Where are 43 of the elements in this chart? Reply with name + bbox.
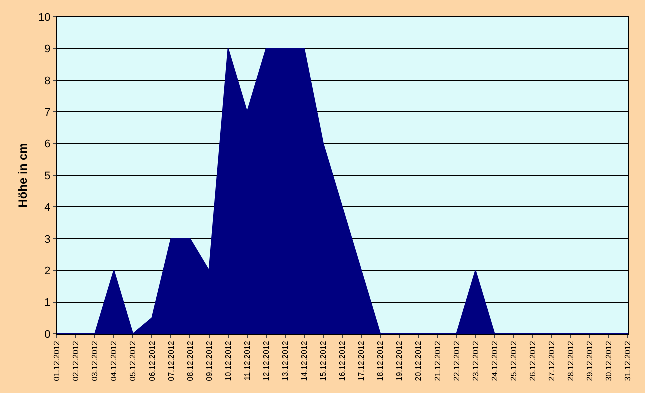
x-tick-label: 11.12.2012 (242, 340, 252, 381)
x-tick-label: 21.12.2012 (433, 340, 442, 382)
y-tick-label: 3 (44, 234, 51, 246)
x-tick-label: 14.12.2012 (300, 340, 310, 382)
x-tick-label: 17.12.2012 (357, 340, 366, 382)
y-axis-title: Höhe in cm (16, 143, 30, 208)
x-tick-label: 30.12.2012 (604, 340, 614, 382)
x-tick-label: 09.12.2012 (204, 340, 214, 382)
x-tick-label: 05.12.2012 (128, 340, 138, 382)
x-tick-label: 03.12.2012 (90, 340, 100, 382)
y-tick-label: 8 (44, 75, 51, 88)
x-tick-label: 25.12.2012 (509, 340, 518, 382)
y-tick-label: 4 (44, 202, 51, 214)
x-tick-label: 04.12.2012 (110, 340, 119, 382)
y-tick-label: 7 (44, 106, 51, 119)
x-tick-label: 15.12.2012 (319, 340, 328, 382)
x-tick-label: 26.12.2012 (528, 340, 538, 382)
x-tick-label: 20.12.2012 (414, 340, 424, 382)
x-tick-label: 28.12.2012 (566, 340, 576, 382)
x-tick-label: 24.12.2012 (490, 340, 500, 382)
y-tick-label: 9 (44, 44, 51, 56)
y-tick-label: 6 (44, 138, 51, 151)
x-tick-label: 18.12.2012 (376, 340, 386, 382)
x-tick-label: 13.12.2012 (281, 340, 290, 382)
x-tick-label: 23.12.2012 (471, 340, 480, 382)
x-tick-label: 02.12.2012 (72, 340, 81, 382)
x-tick-label: 27.12.2012 (547, 340, 556, 382)
x-tick-label: 22.12.2012 (452, 340, 462, 382)
y-tick-label: 5 (44, 170, 51, 182)
y-tick-label: 0 (44, 328, 51, 341)
x-tick-label: 16.12.2012 (338, 340, 348, 382)
x-tick-label: 29.12.2012 (586, 340, 595, 382)
y-tick-label: 10 (38, 12, 51, 24)
x-tick-label: 01.12.2012 (52, 340, 62, 382)
x-tick-label: 12.12.2012 (262, 340, 271, 382)
y-tick-label: 1 (44, 297, 51, 310)
x-tick-label: 31.12.2012 (624, 340, 633, 382)
x-tick-label: 10.12.2012 (224, 340, 233, 382)
y-tick-label: 2 (44, 265, 51, 278)
x-tick-label: 08.12.2012 (186, 340, 195, 382)
x-tick-label: 19.12.2012 (395, 340, 404, 382)
x-tick-label: 07.12.2012 (166, 340, 176, 382)
x-tick-label: 06.12.2012 (148, 340, 157, 382)
